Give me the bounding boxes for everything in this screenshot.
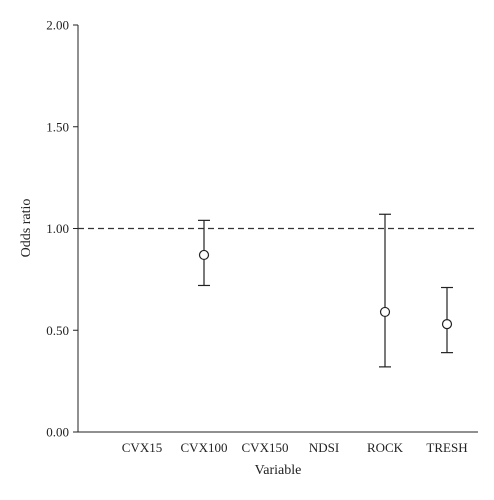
x-tick-label: TRESH (426, 440, 467, 455)
data-point (198, 249, 210, 261)
y-axis-title: Odds ratio (19, 199, 34, 258)
data-point (441, 319, 453, 330)
y-tick-label: 0.00 (46, 425, 69, 440)
data-point (379, 306, 391, 318)
x-tick-label: NDSI (309, 440, 339, 455)
y-ticks: 0.00 0.50 1.00 1.50 2.00 (46, 18, 78, 440)
x-tick-label: CVX100 (181, 440, 228, 455)
x-tick-label: CVX15 (122, 440, 162, 455)
x-tick-label: CVX150 (242, 440, 289, 455)
data-marks (198, 213, 453, 368)
y-tick-label: 1.00 (46, 221, 69, 236)
y-tick-label: 2.00 (46, 18, 69, 33)
x-axis-title: Variable (255, 463, 302, 478)
y-tick-label: 1.50 (46, 119, 69, 134)
y-tick-label: 0.50 (46, 323, 69, 338)
x-tick-label: ROCK (367, 440, 404, 455)
x-ticks: CVX15 CVX100 CVX150 NDSI ROCK TRESH (122, 440, 468, 455)
